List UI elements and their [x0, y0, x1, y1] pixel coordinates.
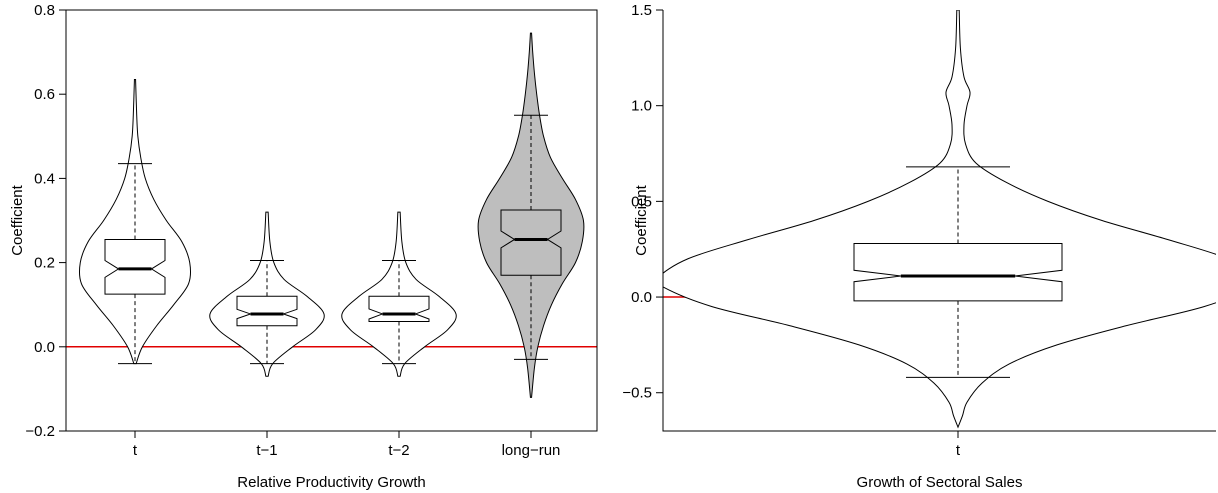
left-violin-panel: −0.2 0.0 0.2 0.4 0.6 0.8 t t−1 t−2 long−run Relati…: [9, 2, 598, 491]
x-axis-title: Growth of Sectoral Sales: [857, 474, 1023, 491]
x-axis-title: Relative Productivity Growth: [237, 474, 425, 491]
notched-box: [236, 295, 298, 327]
x-tick-label: t−1: [256, 442, 277, 459]
x-tick-label: t: [133, 442, 138, 459]
y-tick-label: 0.0: [34, 339, 55, 356]
y-tick-label: 1.0: [631, 98, 652, 115]
violin-0: [78, 78, 192, 365]
x-tick-label: t−2: [388, 442, 409, 459]
y-tick-label: 0.8: [34, 2, 55, 19]
y-tick-label: 0.0: [631, 289, 652, 306]
right-violin-panel: −0.5 0.0 0.5 1.0 1.5 t Growth of Sectoral Sale…: [622, 2, 1216, 491]
y-axis-title: Coefficient: [9, 184, 26, 255]
violin-density: [663, 10, 1216, 429]
y-tick-label: −0.2: [25, 423, 55, 440]
y-tick-label: 0.6: [34, 86, 55, 103]
x-tick-label: long−run: [502, 442, 561, 459]
y-tick-label: 0.5: [631, 193, 652, 210]
plot-frame: [65, 9, 598, 432]
violin-1: [209, 211, 325, 377]
plot-axes: [662, 10, 1216, 432]
y-tick-label: 1.5: [631, 2, 652, 19]
y-tick-label: 0.2: [34, 255, 55, 272]
y-tick-label: 0.4: [34, 170, 55, 187]
plot-area: [663, 10, 1216, 429]
notched-box: [104, 238, 166, 295]
y-tick-label: −0.5: [622, 385, 652, 402]
notched-box: [500, 209, 562, 276]
violin-2: [341, 211, 457, 377]
violin-3: [477, 32, 585, 398]
notched-box: [853, 242, 1063, 302]
violin-0: [663, 10, 1216, 429]
y-axis-title: Coefficient: [633, 184, 650, 255]
x-tick-label: t: [956, 442, 961, 459]
notched-box: [368, 295, 430, 323]
plot-area: [66, 32, 597, 398]
